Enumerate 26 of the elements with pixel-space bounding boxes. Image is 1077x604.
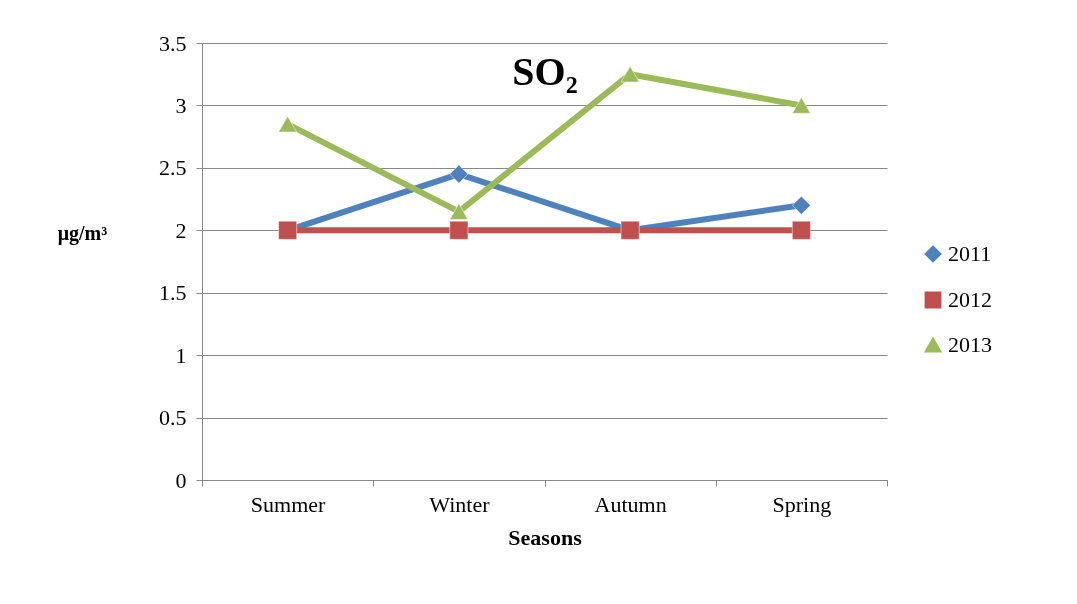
y-tick-label: 1.5 xyxy=(159,280,187,306)
point xyxy=(449,220,469,240)
chart-title: SO₂ xyxy=(512,49,578,94)
y-tick-label: 1 xyxy=(175,342,187,368)
y-tick-label: 0.5 xyxy=(159,405,187,431)
y-tick-label: 0 xyxy=(175,467,187,493)
y-tick-label: 3.5 xyxy=(159,30,187,56)
x-tick-label: Autumn xyxy=(594,491,667,517)
x-tick-label: Summer xyxy=(250,491,327,517)
point xyxy=(449,203,469,220)
point xyxy=(278,116,297,133)
legend-label: 2012 xyxy=(948,287,992,312)
point xyxy=(620,66,640,83)
point xyxy=(792,195,811,215)
y-tick-label: 2 xyxy=(175,217,187,243)
y-tick-label: 2.5 xyxy=(159,155,187,181)
x-axis-title: Seasons xyxy=(508,524,583,550)
y-axis-title: μg/m³ xyxy=(57,221,108,245)
legend-label: 2011 xyxy=(948,241,992,266)
x-tick-label: Winter xyxy=(429,491,491,517)
legend-label: 2013 xyxy=(948,332,992,357)
point xyxy=(792,220,811,240)
y-tick-label: 3 xyxy=(175,92,187,118)
point xyxy=(792,97,811,114)
x-tick-label: Spring xyxy=(772,491,832,517)
point xyxy=(449,164,469,184)
